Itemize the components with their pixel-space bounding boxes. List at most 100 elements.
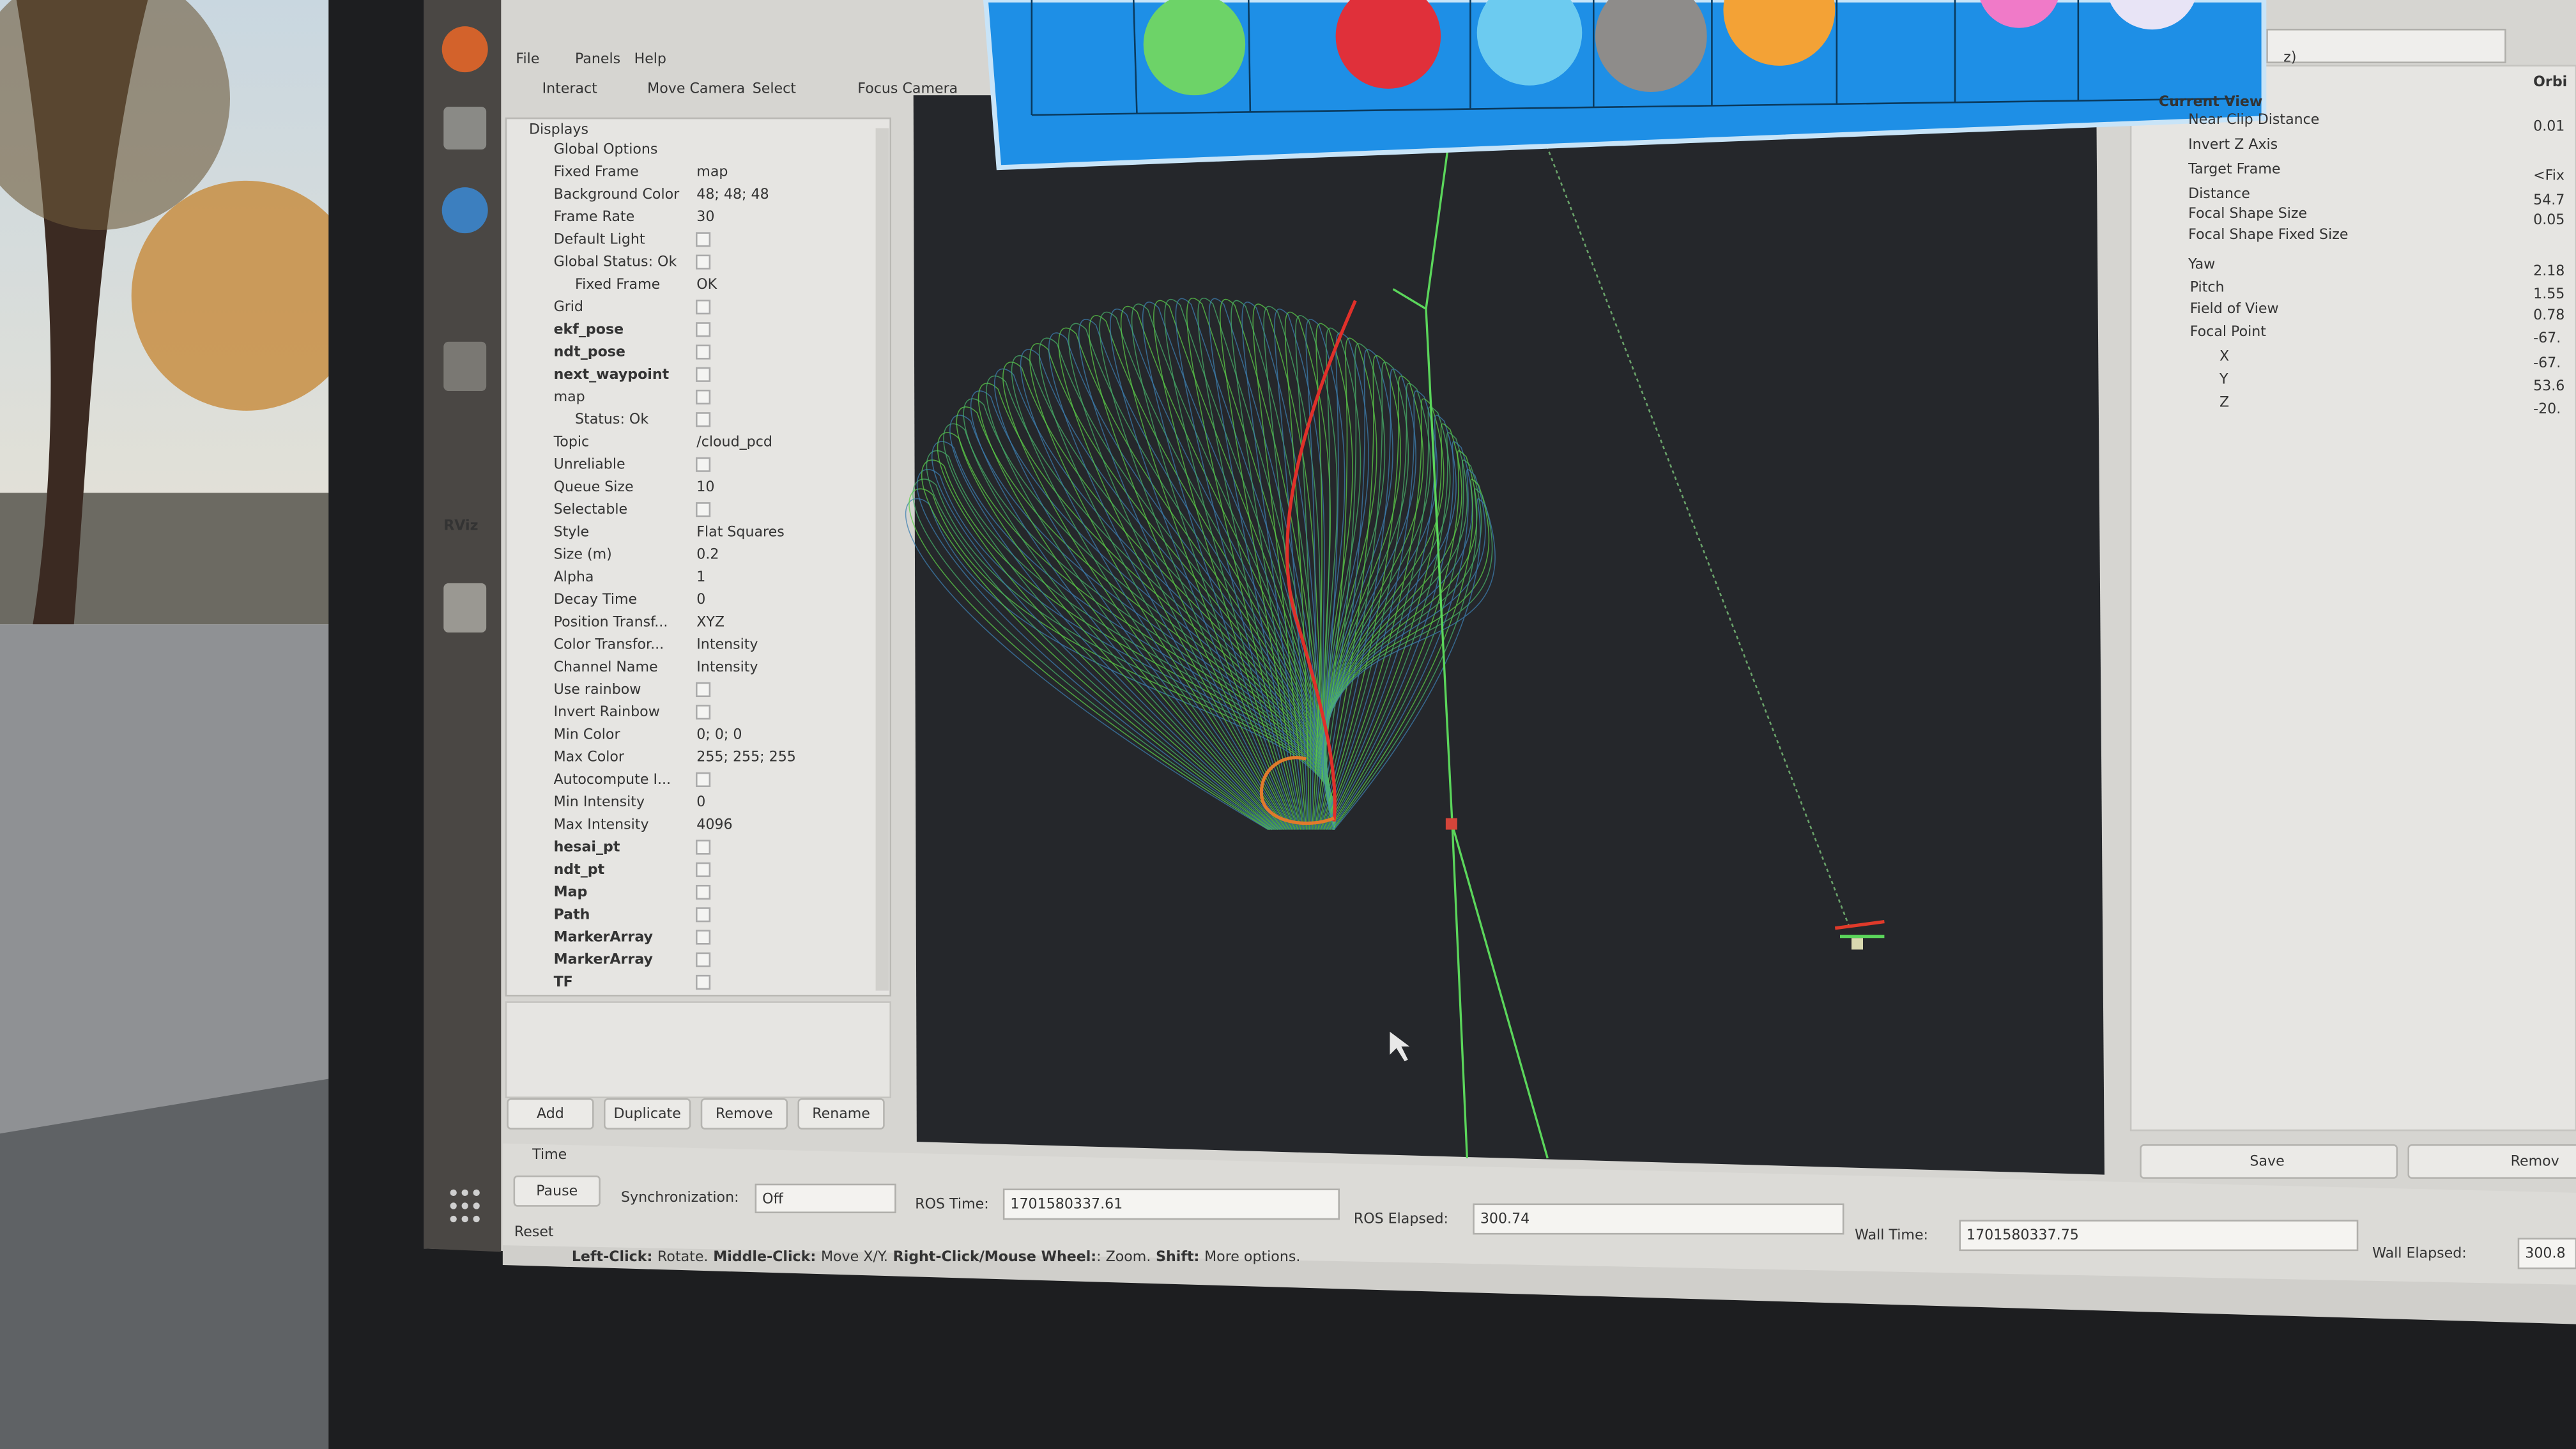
tree-label[interactable]: Path <box>554 906 590 923</box>
tree-label[interactable]: Fixed Frame <box>554 164 639 180</box>
tree-label[interactable]: Min Intensity <box>554 793 645 810</box>
checkbox[interactable] <box>696 344 711 360</box>
button[interactable] <box>513 1175 601 1207</box>
toolbar-button[interactable]: Focus Camera <box>857 80 958 96</box>
property-label[interactable]: Invert Z Axis <box>2188 136 2278 153</box>
button-label[interactable]: Remov <box>2511 1153 2559 1170</box>
tree-label[interactable]: Channel Name <box>554 659 658 675</box>
button-label[interactable]: Remove <box>716 1105 773 1122</box>
button-label[interactable]: Pause <box>536 1183 578 1199</box>
button-label[interactable]: Save <box>2250 1153 2284 1170</box>
toolbar-button[interactable]: Move Camera <box>647 80 745 96</box>
tree-label[interactable]: Size (m) <box>554 546 612 563</box>
checkbox[interactable] <box>696 322 711 337</box>
tree-label[interactable]: Invert Rainbow <box>554 703 660 720</box>
tree-label[interactable]: Queue Size <box>554 479 634 495</box>
button-label[interactable]: Add <box>537 1105 564 1122</box>
button[interactable] <box>2407 1144 2576 1179</box>
checkbox[interactable] <box>696 412 711 427</box>
checkbox[interactable] <box>696 502 711 518</box>
checkbox[interactable] <box>696 705 711 720</box>
checkbox[interactable] <box>696 389 711 405</box>
palette-swatch[interactable] <box>1723 0 1836 66</box>
button-label[interactable]: Reset <box>514 1223 554 1240</box>
checkbox[interactable] <box>696 254 711 270</box>
property-label[interactable]: Y <box>2219 371 2228 388</box>
palette-swatch[interactable] <box>1978 0 2060 28</box>
button[interactable] <box>797 1098 885 1130</box>
tree-label[interactable]: Global Status: Ok <box>554 254 677 270</box>
checkbox[interactable] <box>696 367 711 382</box>
property-label[interactable]: Field of View <box>2190 300 2279 317</box>
property-label[interactable]: Near Clip Distance <box>2188 111 2319 128</box>
toolbar-button[interactable]: Interact <box>542 80 598 96</box>
property-label[interactable]: Focal Shape Size <box>2188 205 2307 222</box>
checkbox[interactable] <box>696 232 711 247</box>
tree-label[interactable]: Unreliable <box>554 456 625 473</box>
button[interactable] <box>507 1098 594 1130</box>
tree-label[interactable]: Topic <box>553 433 590 450</box>
tree-label[interactable]: Fixed Frame <box>575 276 660 293</box>
checkbox[interactable] <box>696 839 711 855</box>
checkbox[interactable] <box>696 862 711 877</box>
tree-label[interactable]: Status: Ok <box>575 411 648 427</box>
button[interactable] <box>2140 1144 2398 1179</box>
tree-label[interactable]: Global Options <box>554 141 658 158</box>
toolbar-button[interactable]: Select <box>753 80 797 96</box>
property-label[interactable]: Z <box>2220 394 2229 411</box>
checkbox[interactable] <box>696 974 711 990</box>
button[interactable] <box>700 1098 788 1130</box>
property-label[interactable]: Focal Shape Fixed Size <box>2188 226 2348 243</box>
palette-swatch[interactable] <box>1595 0 1707 92</box>
palette-swatch[interactable] <box>1335 0 1441 89</box>
tree-label[interactable]: Max Color <box>554 749 625 765</box>
checkbox[interactable] <box>696 884 711 900</box>
property-label[interactable]: Yaw <box>2188 256 2215 273</box>
tree-label[interactable]: hesai_pt <box>554 839 620 855</box>
tree-label[interactable]: Max Intensity <box>554 816 649 832</box>
property-label[interactable]: Current View <box>2159 93 2263 110</box>
tree-label[interactable]: Alpha <box>554 569 594 585</box>
tree-label[interactable]: TF <box>554 974 573 990</box>
tree-label[interactable]: Selectable <box>554 501 628 518</box>
tree-label[interactable]: Autocompute I... <box>554 771 671 788</box>
apps-grid[interactable] <box>450 1189 480 1223</box>
checkbox[interactable] <box>696 930 711 945</box>
tree-label[interactable]: map <box>554 388 585 405</box>
menu-item[interactable]: Panels <box>575 50 620 67</box>
view-type-selector[interactable] <box>2266 29 2506 63</box>
dropdown-value[interactable]: Off <box>762 1191 783 1208</box>
tree-label[interactable]: Decay Time <box>554 591 638 608</box>
property-label[interactable]: Distance <box>2188 185 2250 202</box>
checkbox[interactable] <box>696 907 711 923</box>
checkbox[interactable] <box>696 457 711 472</box>
button[interactable] <box>604 1098 691 1130</box>
tree-label[interactable]: Color Transfor... <box>554 636 664 653</box>
tree-label[interactable]: Frame Rate <box>554 208 635 225</box>
checkbox[interactable] <box>696 772 711 787</box>
view-selector[interactable]: z) <box>2283 49 2296 66</box>
property-label[interactable]: Pitch <box>2190 279 2225 296</box>
tree-label[interactable]: Use rainbow <box>554 681 641 698</box>
menu-item[interactable]: File <box>516 50 539 67</box>
tree-label[interactable]: ndt_pose <box>554 344 625 360</box>
dropdown[interactable] <box>755 1183 896 1213</box>
tree-label[interactable]: Map <box>554 884 588 900</box>
scrollbar[interactable] <box>875 128 889 991</box>
tree-label[interactable]: next_waypoint <box>554 366 670 383</box>
property-label[interactable]: Focal Point <box>2190 323 2267 340</box>
menu-item[interactable]: Help <box>634 50 666 67</box>
tree-label[interactable]: Background Color <box>554 186 680 203</box>
checkbox[interactable] <box>696 952 711 967</box>
property-label[interactable]: X <box>2220 348 2229 365</box>
tree-label[interactable]: MarkerArray <box>554 951 654 968</box>
checkbox[interactable] <box>696 300 711 315</box>
tree-label[interactable]: Min Color <box>554 726 621 742</box>
tree-label[interactable]: Grid <box>554 298 583 315</box>
property-label[interactable]: Target Frame <box>2188 160 2280 177</box>
tree-label[interactable]: ekf_pose <box>554 321 624 337</box>
palette-swatch[interactable] <box>2106 0 2198 30</box>
palette-swatch[interactable] <box>1476 0 1583 86</box>
tree-label[interactable]: MarkerArray <box>554 929 654 946</box>
checkbox[interactable] <box>696 682 711 698</box>
